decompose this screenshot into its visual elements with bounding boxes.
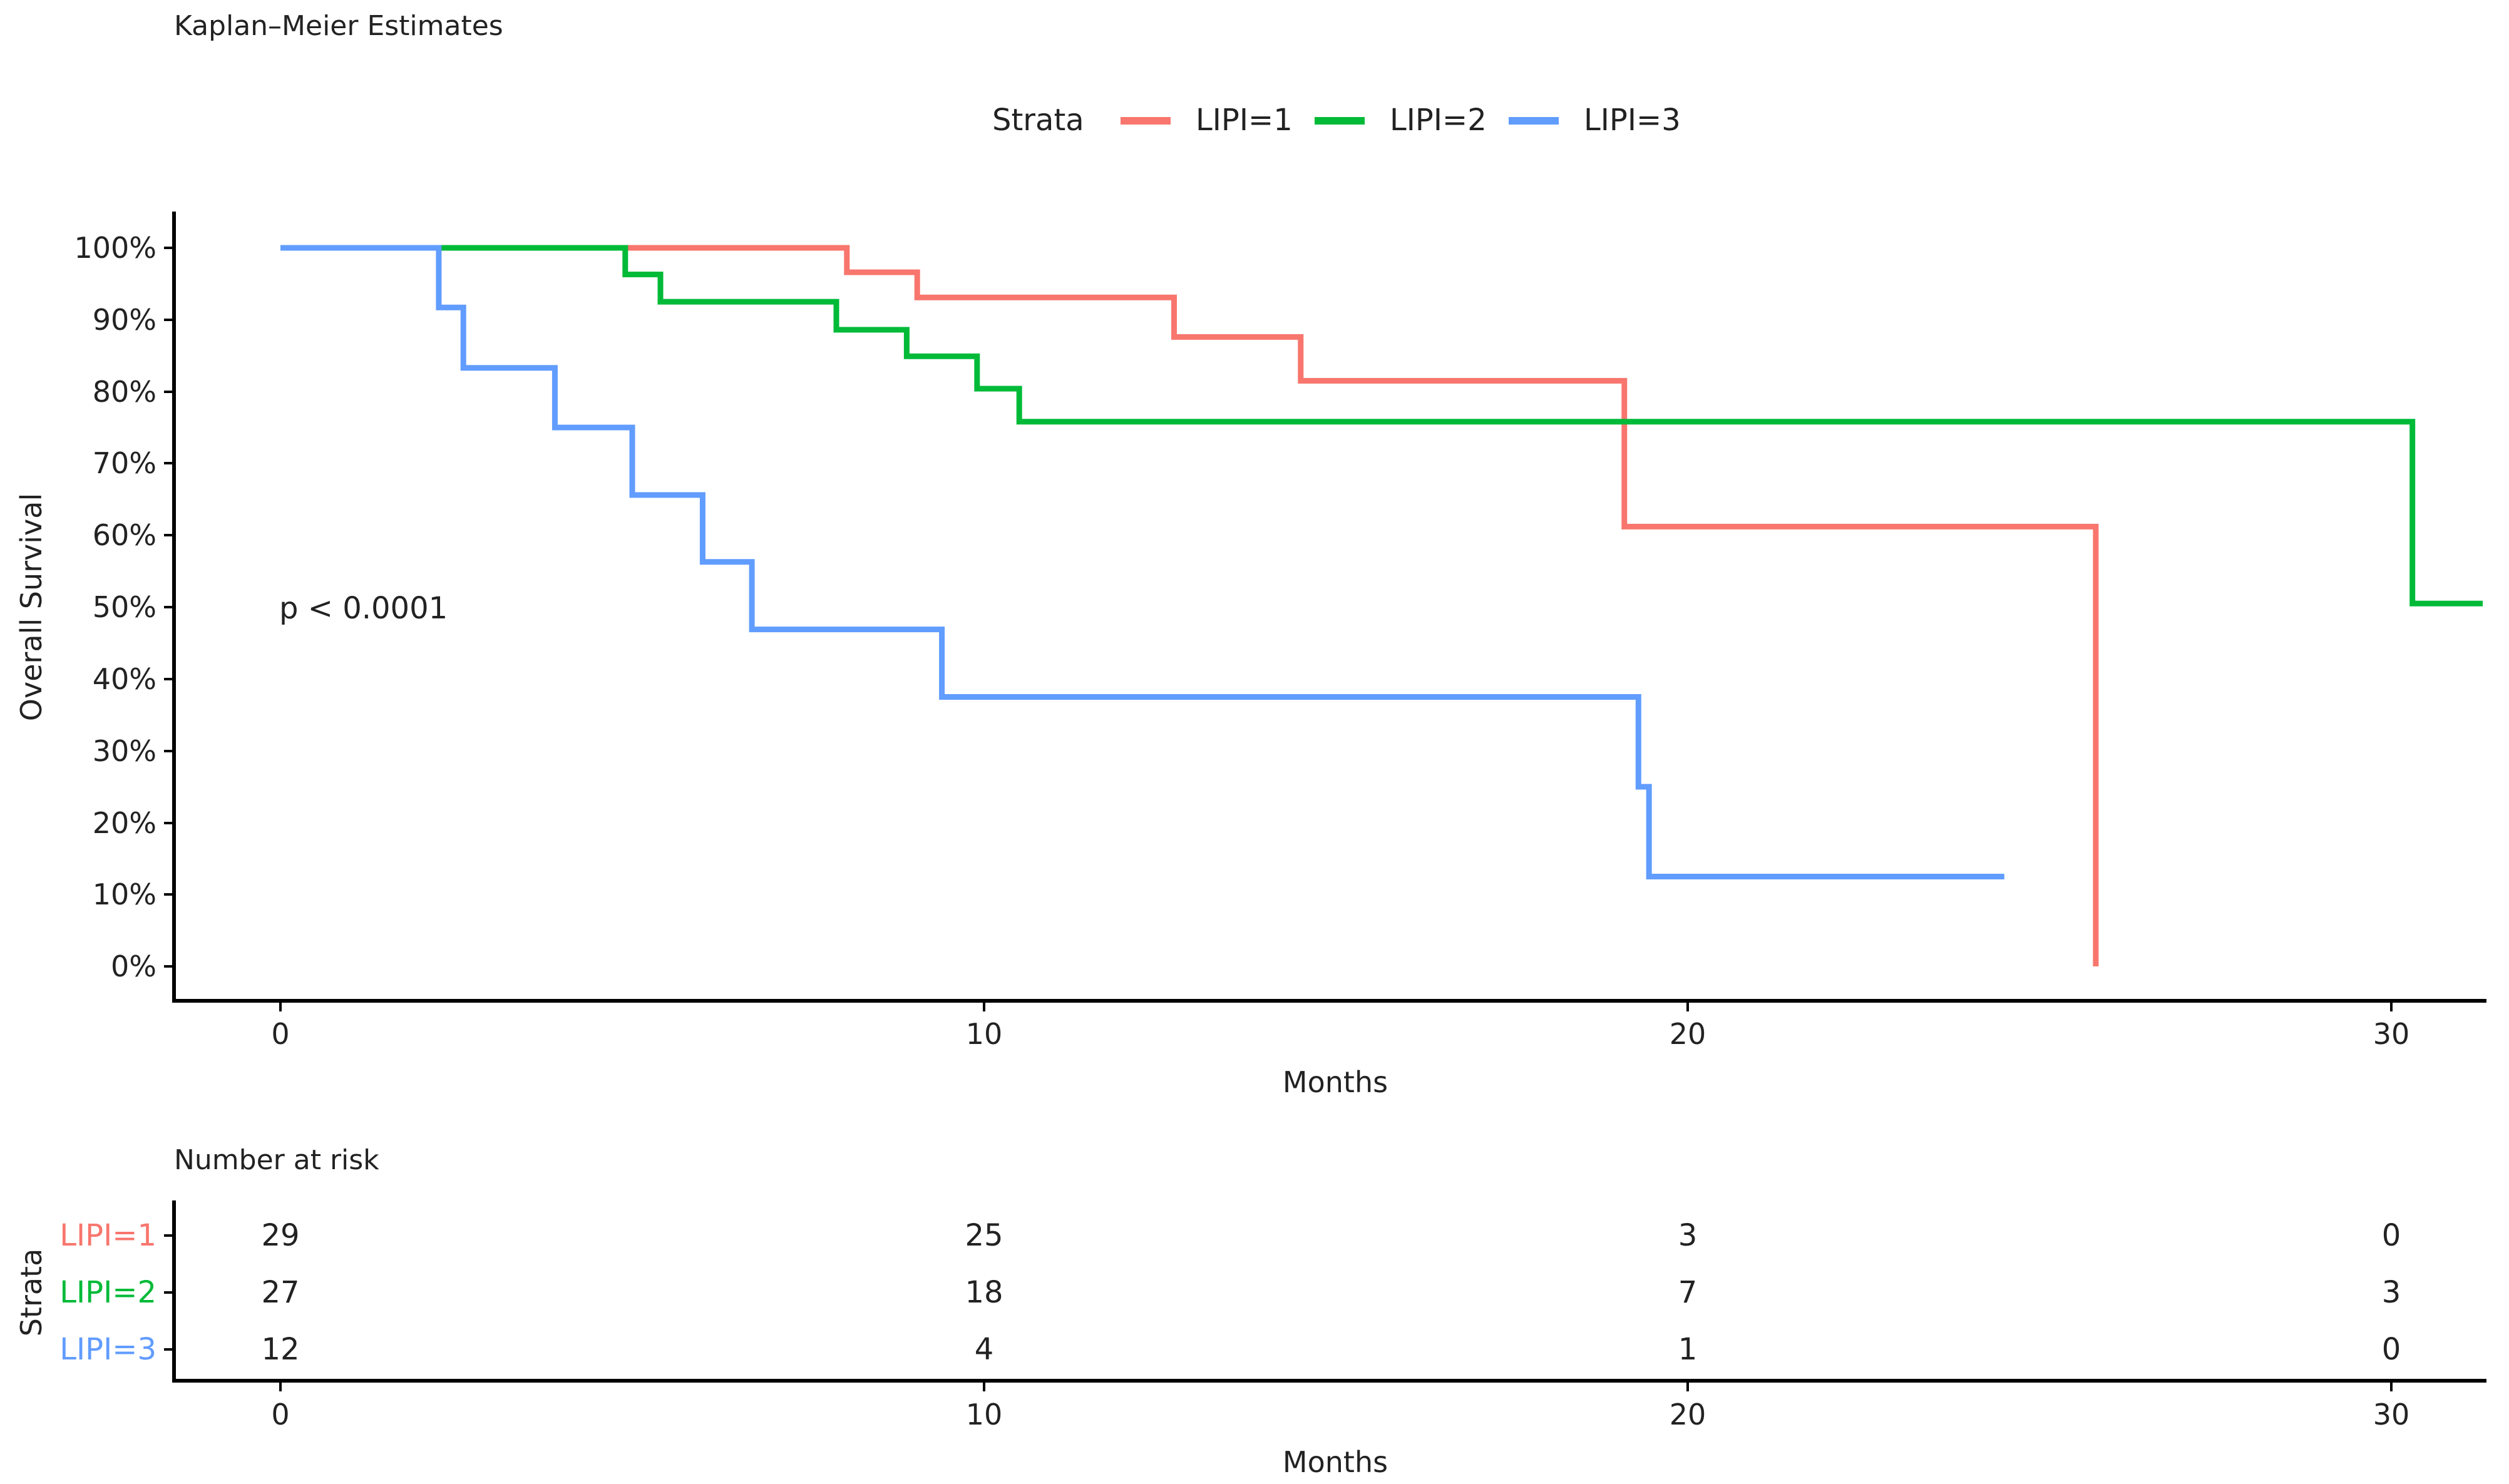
legend-label-lipi2: LIPI=2 [1390,103,1487,138]
risk-table: Number at risk LIPI=1 LIPI=2 LIPI=3 Stra… [14,1144,2486,1479]
x-axis-label: Months [1283,1065,1388,1099]
survival-curve-lipi2 [280,245,2483,606]
y-tick-label: 80% [93,375,156,409]
risk-x-tick-label: 20 [1670,1398,1706,1431]
risk-cell: 29 [261,1218,299,1253]
risk-cell: 7 [1678,1275,1698,1310]
y-tick-label: 0% [111,949,156,983]
chart-title: Kaplan–Meier Estimates [174,10,503,42]
risk-cell: 25 [965,1218,1003,1253]
x-tick-label: 10 [966,1017,1003,1051]
risk-cell: 12 [261,1332,299,1367]
legend-label-lipi1: LIPI=1 [1196,103,1293,138]
y-tick-label: 30% [93,734,156,768]
legend-title: Strata [992,103,1084,138]
risk-x-ticks: 0 10 20 30 [271,1381,2409,1431]
y-tick-label: 100% [74,231,156,265]
risk-table-title: Number at risk [174,1144,379,1176]
y-tick-label: 70% [93,446,156,480]
y-ticks: 0% 10% 20% 30% 40% 50% 60% 70% 80% 90% 1… [74,231,174,983]
risk-cell: 4 [975,1332,994,1367]
survival-plot: 0% 10% 20% 30% 40% 50% 60% 70% 80% 90% 1… [14,212,2486,1099]
risk-cell: 27 [261,1275,299,1310]
x-ticks: 0 10 20 30 [271,1001,2409,1051]
legend: Strata LIPI=1 LIPI=2 LIPI=3 [992,103,1681,138]
survival-curve-lipi1 [280,245,2099,966]
x-tick-label: 0 [271,1017,289,1051]
risk-x-tick-label: 0 [271,1398,289,1431]
risk-cell: 18 [965,1275,1003,1310]
risk-cell: 0 [2382,1218,2401,1253]
risk-cell: 3 [1678,1218,1698,1253]
risk-row-label-lipi2: LIPI=2 [59,1275,156,1310]
risk-x-tick-label: 10 [966,1398,1003,1431]
legend-label-lipi3: LIPI=3 [1584,103,1681,138]
risk-cell: 1 [1678,1332,1698,1367]
risk-y-axis-label: Strata [14,1249,48,1337]
y-tick-label: 40% [93,662,156,696]
y-tick-label: 90% [93,303,156,337]
risk-x-axis-label: Months [1283,1445,1388,1479]
x-tick-label: 20 [1670,1017,1706,1051]
risk-cell: 3 [2382,1275,2401,1310]
p-value-annotation: p < 0.0001 [279,591,448,626]
risk-row-label-lipi1: LIPI=1 [59,1218,156,1253]
y-tick-label: 50% [93,590,156,624]
y-tick-label: 60% [93,518,156,552]
y-tick-label: 20% [93,806,156,840]
survival-curve-lipi3 [280,245,2004,879]
y-axis-label: Overall Survival [14,493,48,721]
x-tick-label: 30 [2373,1017,2410,1051]
y-tick-label: 10% [93,878,156,911]
risk-cell: 0 [2382,1332,2401,1367]
risk-row-label-lipi3: LIPI=3 [59,1332,156,1367]
risk-x-tick-label: 30 [2373,1398,2410,1431]
